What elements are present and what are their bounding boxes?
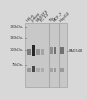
Text: 180kDa-: 180kDa- [10,25,24,29]
Bar [60,47,64,54]
Bar [41,49,44,55]
Bar [41,68,44,72]
Text: MCF-7: MCF-7 [52,11,64,23]
Bar [54,68,56,72]
Bar [27,68,31,72]
Text: Tb: Tb [49,16,55,23]
Text: 130kDa-: 130kDa- [10,36,24,40]
Bar [50,68,53,72]
Text: Jurkat: Jurkat [31,12,41,23]
Bar [27,49,31,55]
Bar [25,23,67,87]
Text: 100kDa-: 100kDa- [10,48,24,52]
Text: HeLa: HeLa [26,13,36,23]
Bar [54,47,56,54]
Text: PC-12: PC-12 [40,12,51,23]
Bar [50,47,53,54]
Text: NIH/3T3: NIH/3T3 [35,9,49,23]
Bar [36,68,40,72]
Bar [31,66,35,72]
Bar [31,46,35,56]
Text: 75kDa-: 75kDa- [12,63,24,67]
Text: RAD54B: RAD54B [69,49,83,53]
Bar [60,68,64,72]
Text: HepG2: HepG2 [59,10,72,23]
Bar [36,49,40,55]
